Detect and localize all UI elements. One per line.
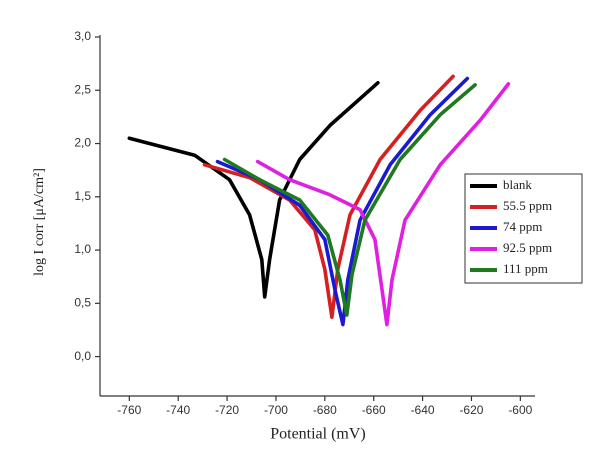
x-tick-label: -660 [362,403,386,417]
x-tick-label: -740 [166,403,190,417]
data-line [255,82,511,327]
x-tick-label: -620 [459,403,483,417]
data-line [127,81,380,299]
legend-label: 74 ppm [503,219,542,234]
data-line [215,76,470,327]
y-axis-label: log I corr [μA/cm²] [32,168,47,276]
legend-label: 111 ppm [503,261,548,276]
y-tick-label: 3,0 [74,29,91,43]
data-line [202,74,455,319]
x-axis-label: Potential (mV) [270,426,366,443]
x-tick-label: -600 [508,403,532,417]
y-tick-label: 2,5 [74,82,91,96]
x-tick-label: -640 [411,403,435,417]
legend-label: 92.5 ppm [503,240,552,255]
y-tick-label: 0,0 [74,349,91,363]
data-line [222,83,477,317]
y-tick-label: 0,5 [74,295,91,309]
x-tick-label: -700 [264,403,288,417]
legend-label: blank [503,177,532,192]
y-tick-label: 2,0 [74,136,91,150]
legend-label: 55.5 ppm [503,198,552,213]
y-tick-label: 1,5 [74,189,91,203]
x-tick-label: -680 [313,403,337,417]
y-tick-label: 1,0 [74,242,91,256]
x-tick-label: -720 [215,403,239,417]
x-tick-label: -760 [117,403,141,417]
